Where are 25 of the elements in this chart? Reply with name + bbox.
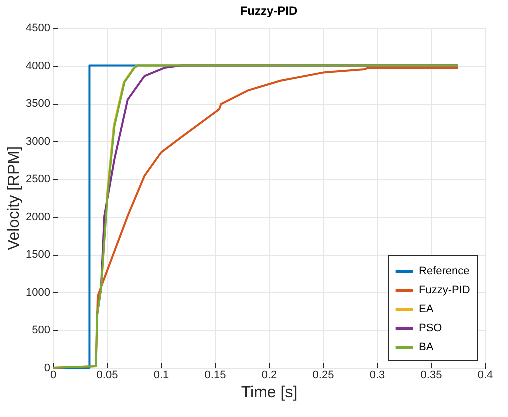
x-tick-label: 0.4 (478, 370, 494, 382)
x-tick-label: 0.3 (370, 370, 386, 382)
x-axis-title: Time [s] (241, 384, 298, 402)
x-tick-label: 0.15 (204, 370, 226, 382)
y-tick-label: 2000 (26, 211, 50, 224)
y-tick-label: 3500 (26, 98, 50, 110)
x-tick-label: 0.25 (312, 370, 334, 382)
chart-title: Fuzzy-PID (240, 4, 298, 18)
x-tick-label: 0.1 (154, 370, 170, 382)
y-tick-label: 3000 (26, 136, 50, 148)
y-tick-label: 500 (32, 324, 50, 337)
legend-label: BA (419, 342, 434, 354)
x-tick-label: 0.35 (420, 370, 442, 382)
y-axis-title: Velocity [RPM] (6, 146, 24, 251)
y-tick-label: 4500 (26, 22, 50, 34)
y-tick-label: 2500 (26, 174, 50, 186)
legend-label: Fuzzy-PID (419, 284, 470, 296)
x-tick-label: 0.05 (96, 370, 118, 382)
y-tick-label: 1000 (26, 286, 50, 299)
y-tick-label: 4000 (26, 60, 50, 72)
x-tick-label: 0.2 (262, 370, 278, 382)
legend-label: Reference (419, 266, 470, 278)
y-tick-label: 1500 (26, 249, 50, 262)
legend-label: PSO (419, 322, 443, 334)
legend-label: EA (419, 304, 434, 316)
